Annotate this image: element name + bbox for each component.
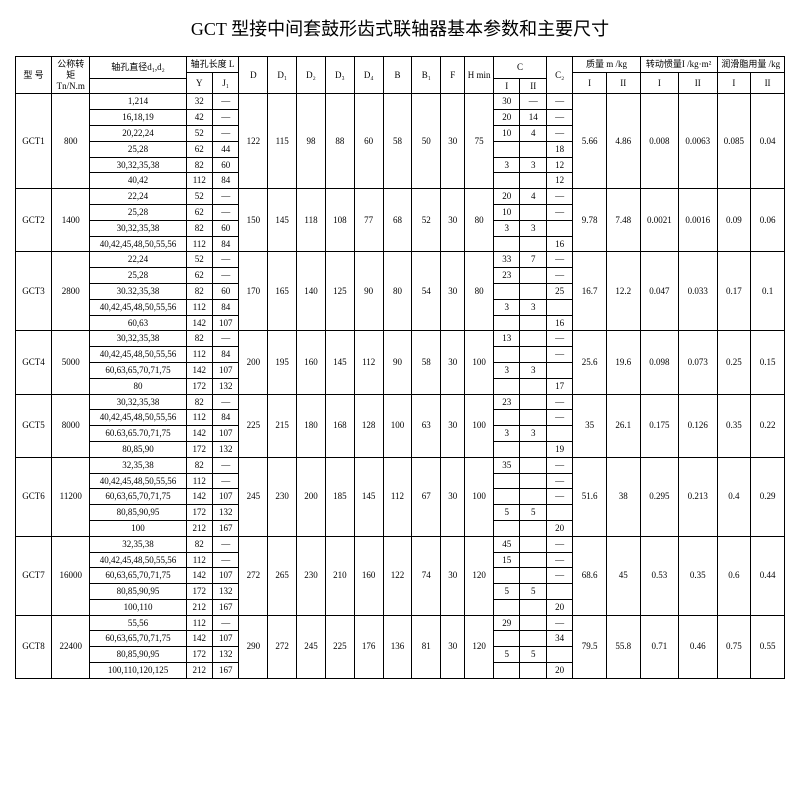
table-header: 型 号公称转矩Tn/N.m 轴孔直径d₁,d₂轴孔长度 L DD₁D₂ D₃D₄… — [16, 57, 785, 94]
spec-table: 型 号公称转矩Tn/N.m 轴孔直径d₁,d₂轴孔长度 L DD₁D₂ D₃D₄… — [15, 56, 785, 679]
page-title: GCT 型接中间套鼓形齿式联轴器基本参数和主要尺寸 — [15, 15, 785, 41]
